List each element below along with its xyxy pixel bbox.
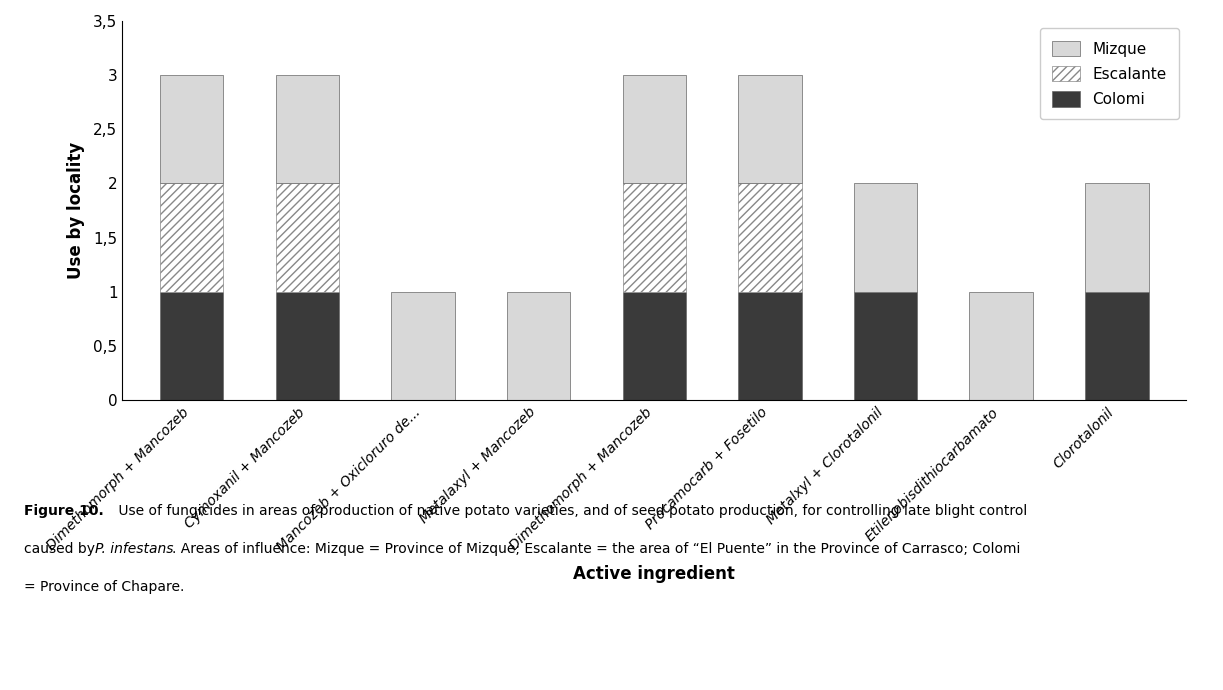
Bar (623, 292, 686, 400)
Legend: Mizque, Escalante, Colomi: Mizque, Escalante, Colomi (1041, 28, 1179, 119)
Bar (1085, 184, 1148, 292)
Bar (1085, 292, 1148, 400)
Text: . Areas of influence: Mizque = Province of Mizque; Escalante = the area of “El P: . Areas of influence: Mizque = Province … (172, 542, 1021, 555)
Bar (854, 292, 917, 400)
Text: Figure 10.: Figure 10. (24, 504, 104, 518)
Bar (854, 184, 917, 292)
Bar (160, 292, 224, 400)
Text: caused by: caused by (24, 542, 100, 555)
Text: P. infestans: P. infestans (95, 542, 174, 555)
Text: = Province of Chapare.: = Province of Chapare. (24, 580, 185, 593)
Bar (739, 184, 802, 292)
Bar (275, 184, 339, 292)
Bar (970, 292, 1033, 400)
Bar (739, 75, 802, 184)
Y-axis label: Use by locality: Use by locality (67, 142, 84, 279)
Bar (275, 75, 339, 184)
Bar (160, 184, 224, 292)
Text: Use of fungicides in areas of production of native potato varieties, and of seed: Use of fungicides in areas of production… (114, 504, 1027, 518)
Bar (623, 184, 686, 292)
Bar (275, 292, 339, 400)
Bar (739, 292, 802, 400)
Bar (160, 75, 224, 184)
Bar (391, 292, 455, 400)
Bar (623, 75, 686, 184)
Bar (506, 292, 570, 400)
X-axis label: Active ingredient: Active ingredient (574, 565, 735, 583)
